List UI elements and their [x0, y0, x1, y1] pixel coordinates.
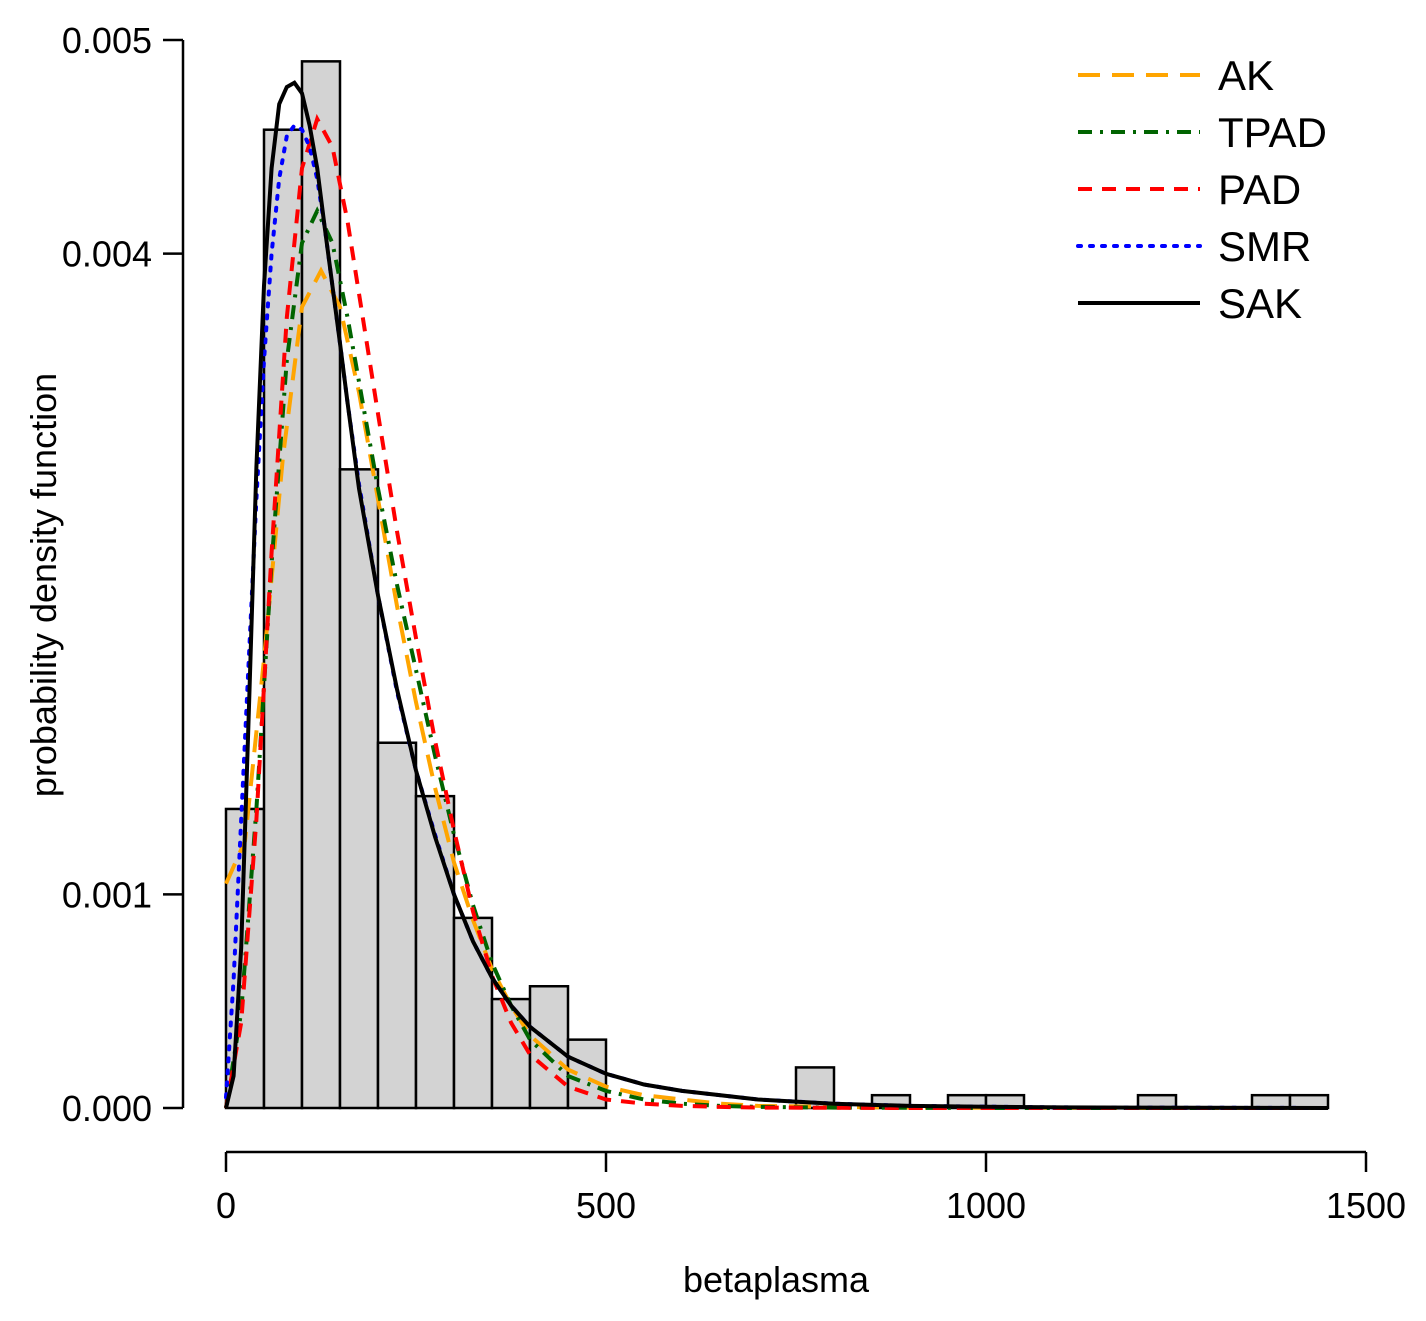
curve-pad [224, 113, 1328, 1110]
y-tick-label: 0.005 [62, 20, 152, 61]
legend: AK TPAD PAD SMR SAK [1076, 52, 1327, 327]
x-tick-label: 500 [576, 1185, 636, 1226]
axes: 0.000 0.001 0.004 0.005 0 500 1000 1500 [62, 20, 1406, 1226]
legend-label-smr: SMR [1218, 223, 1311, 270]
x-tick-label: 1000 [946, 1185, 1026, 1226]
x-tick-label: 1500 [1326, 1185, 1406, 1226]
legend-label-tpad: TPAD [1218, 109, 1327, 156]
x-tick-label: 0 [216, 1185, 236, 1226]
x-axis-ticks: 0 500 1000 1500 [216, 1152, 1406, 1226]
density-curves [224, 80, 1330, 1110]
y-tick-label: 0.000 [62, 1088, 152, 1129]
legend-label-sak: SAK [1218, 280, 1302, 327]
histogram-bar-200-250 [376, 741, 418, 1110]
y-tick-label: 0.004 [62, 234, 152, 275]
histogram-bars [224, 60, 1330, 1110]
histogram-bar-100-150 [300, 60, 342, 1110]
x-axis-title: betaplasma [683, 1259, 870, 1300]
y-axis-ticks: 0.000 0.001 0.004 0.005 [62, 20, 183, 1129]
histogram-bar-150-200 [338, 468, 380, 1110]
y-tick-label: 0.001 [62, 874, 152, 915]
curve-sak [224, 80, 1329, 1110]
legend-label-pad: PAD [1218, 166, 1301, 213]
histogram-bar-400-450 [528, 984, 570, 1110]
legend-label-ak: AK [1218, 52, 1274, 99]
y-axis-title: probability density function [23, 373, 64, 797]
histogram-bar-350-400 [490, 997, 532, 1110]
